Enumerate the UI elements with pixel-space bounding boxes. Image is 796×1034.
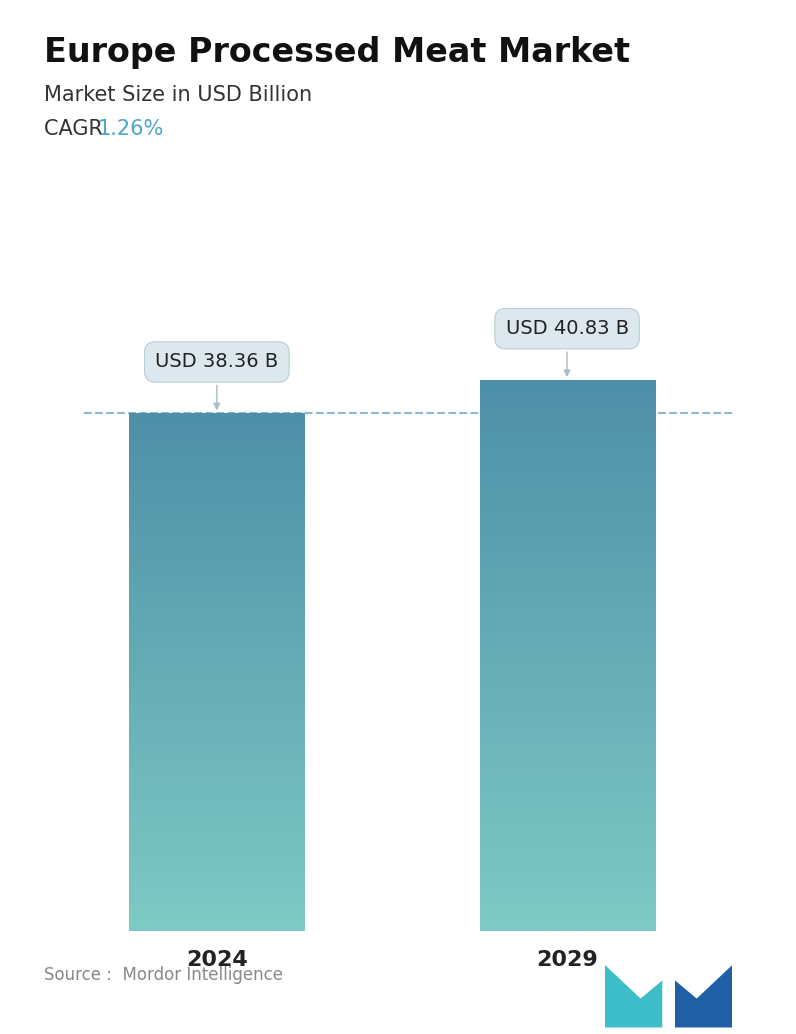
Polygon shape: [675, 965, 732, 1028]
Text: Source :  Mordor Intelligence: Source : Mordor Intelligence: [44, 967, 283, 984]
Text: 1.26%: 1.26%: [98, 119, 164, 139]
Polygon shape: [605, 965, 662, 1028]
Text: USD 38.36 B: USD 38.36 B: [155, 353, 279, 408]
Text: USD 40.83 B: USD 40.83 B: [505, 320, 629, 375]
Text: Europe Processed Meat Market: Europe Processed Meat Market: [44, 36, 630, 69]
Text: CAGR: CAGR: [44, 119, 109, 139]
Text: Market Size in USD Billion: Market Size in USD Billion: [44, 85, 312, 104]
